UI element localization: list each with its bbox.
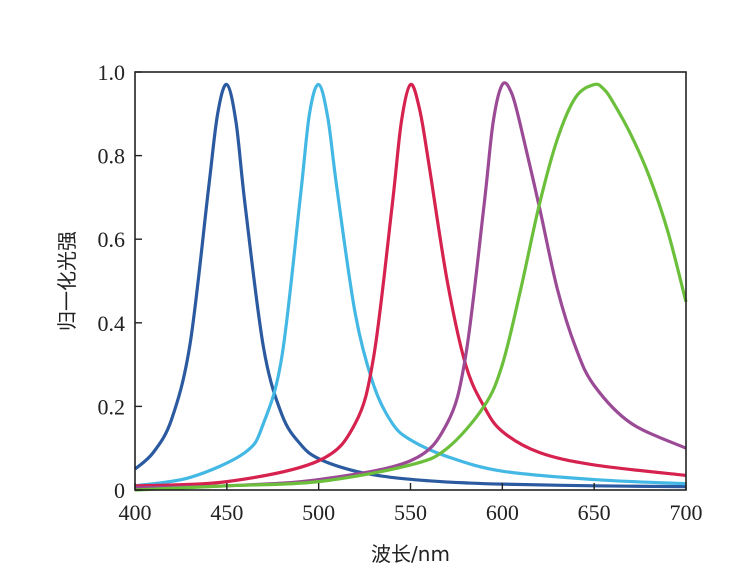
y-tick-label: 0.6: [98, 227, 126, 252]
y-axis: 0 0.2 0.4 0.6 0.8 1.0: [98, 60, 142, 503]
series-line-4: [134, 81, 687, 490]
y-tick-label: 1.0: [98, 60, 126, 85]
x-axis-title: 波长/nm: [371, 542, 450, 566]
x-tick-label: 600: [486, 500, 519, 525]
x-tick-label: 450: [210, 500, 243, 525]
x-tick-label: 650: [578, 500, 611, 525]
x-tick-label: 400: [119, 500, 152, 525]
y-tick-label: 0: [114, 478, 125, 503]
y-tick-label: 0.8: [98, 144, 126, 169]
y-axis-title: 归一化光强: [55, 231, 79, 331]
x-tick-label: 700: [670, 500, 703, 525]
y-tick-label: 0.2: [98, 394, 126, 419]
series-line-2: [134, 82, 687, 488]
x-axis: 400 450 500 550 600 650 700: [119, 483, 703, 525]
series-line-3: [134, 82, 687, 488]
plot-lines: [133, 81, 688, 492]
x-tick-label: 500: [302, 500, 335, 525]
x-tick-label: 550: [394, 500, 427, 525]
plot-frame: [134, 71, 687, 491]
series-line-1: [133, 82, 687, 489]
series-line-5: [134, 82, 688, 492]
y-tick-label: 0.4: [98, 311, 126, 336]
